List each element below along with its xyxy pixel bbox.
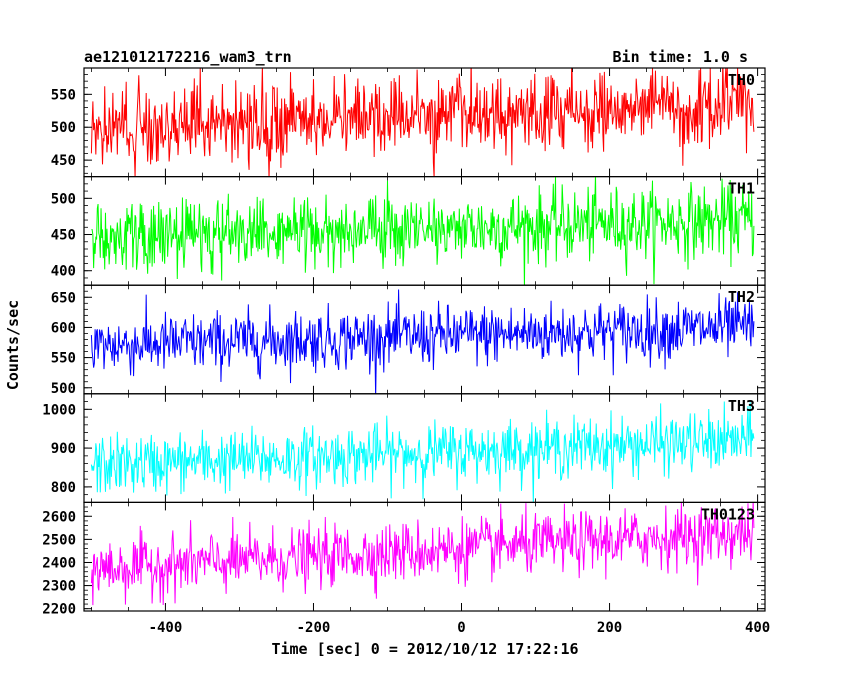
panel-label-th2: TH2 [728,288,755,306]
y-tick-label: 500 [51,191,76,207]
series-line-th0 [90,68,755,177]
panel-label-th3: TH3 [728,397,755,415]
chart-title: ae121012172216_wam3_trn [84,48,292,66]
y-tick-label: 2200 [42,602,76,618]
y-tick-label: 900 [51,441,76,457]
y-tick-label: 2500 [42,532,76,548]
x-tick-label: -400 [149,620,183,636]
y-tick-label: 2300 [42,579,76,595]
x-tick-label: 200 [597,620,622,636]
y-tick-label: 450 [51,153,76,169]
series-line-th2 [90,289,755,394]
y-tick-label: 2400 [42,555,76,571]
bin-time-label: Bin time: 1.0 s [613,48,748,66]
panel-th2: 500 550 600 650 TH2 [51,284,766,397]
y-tick-label: 600 [51,320,76,336]
x-tick-label: 0 [457,620,465,636]
panels-group: 450 500 550 TH0 400 450 500 TH1 500 550 600 650 TH2 8… [42,67,766,618]
y-tick-label: 1000 [42,402,76,418]
y-tick-label: 500 [51,120,76,136]
y-tick-label: 500 [51,381,76,397]
panel-th3: 800 900 1000 TH3 [42,393,766,503]
series-line-th1 [91,176,755,286]
panel-th1: 400 450 500 TH1 [51,176,766,286]
y-tick-label: 800 [51,480,76,496]
x-axis-label: Time [sec] 0 = 2012/10/12 17:22:16 [271,640,578,658]
panel-label-th0: TH0 [728,71,755,89]
series-line-th3 [90,401,755,503]
panel-label-th0123: TH0123 [701,505,755,523]
y-axis-label: Counts/sec [4,300,22,390]
panel-th0123: 2200 2300 2400 2500 2600 TH0123 [42,501,766,618]
y-tick-label: 400 [51,264,76,280]
y-tick-label: 550 [51,87,76,103]
panel-th0: 450 500 550 TH0 [51,67,766,178]
y-tick-label: 2600 [42,509,76,525]
x-tick-label: -200 [297,620,331,636]
y-tick-label: 650 [51,290,76,306]
series-line-th0123 [90,502,755,606]
panel-label-th1: TH1 [728,180,755,198]
x-tick-label: 400 [745,620,770,636]
x-axis: -400 -200 0 200 400 [149,620,771,636]
y-tick-label: 450 [51,228,76,244]
y-tick-label: 550 [51,351,76,367]
